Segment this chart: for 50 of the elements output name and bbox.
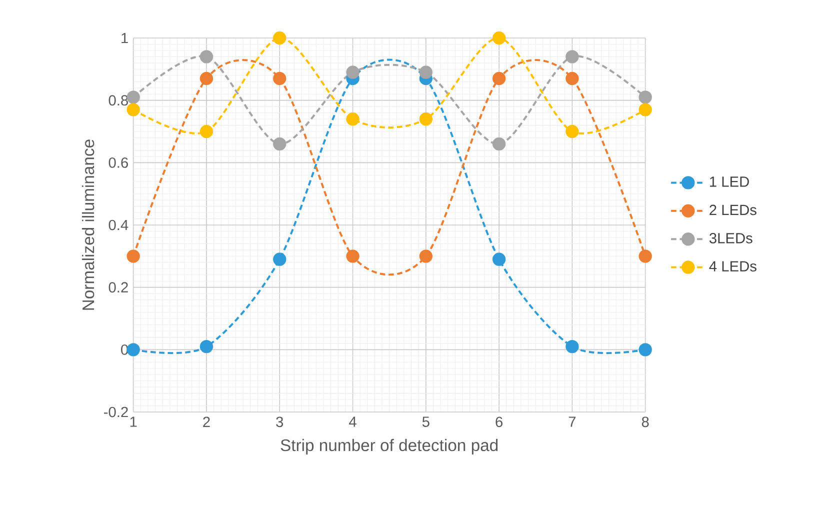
x-axis-title: Strip number of detection pad — [280, 438, 498, 454]
point — [200, 340, 214, 354]
y-tick-label: -0.2 — [104, 406, 128, 418]
y-tick-label: 0.8 — [108, 95, 128, 106]
legend-label: 2 LEDs — [710, 204, 756, 216]
point — [566, 340, 579, 354]
y-tick-label: 1 — [122, 32, 128, 44]
y-tick-label: 0.2 — [108, 282, 128, 293]
point — [638, 90, 652, 104]
point — [273, 31, 286, 45]
point — [346, 66, 360, 79]
x-tick-label: 7 — [568, 416, 576, 427]
point — [273, 252, 286, 266]
point — [492, 72, 506, 86]
point — [638, 103, 652, 116]
x-tick-label: 4 — [349, 416, 356, 427]
point — [492, 252, 506, 266]
point — [200, 50, 214, 64]
point — [200, 124, 214, 138]
point — [126, 103, 140, 116]
point — [346, 112, 360, 126]
x-tick-label: 8 — [642, 416, 649, 428]
legend-label: 3LEDs — [709, 233, 752, 244]
point — [126, 90, 140, 104]
y-tick-label: 0.6 — [108, 157, 128, 168]
y-axis-title: Normalized illuminance — [82, 140, 94, 310]
x-tick-label: 3 — [276, 416, 284, 428]
point — [273, 72, 286, 86]
legend-label: 4 LEDs — [709, 261, 756, 272]
point — [419, 112, 433, 126]
x-tick-label: 5 — [422, 416, 430, 427]
point — [566, 50, 579, 64]
point — [566, 72, 579, 86]
point — [492, 31, 506, 45]
point — [126, 343, 140, 356]
point — [638, 343, 652, 356]
legend-label: 1 LED — [710, 176, 749, 187]
y-tick-label: 0.4 — [108, 220, 128, 230]
point — [492, 137, 506, 151]
point — [419, 66, 433, 79]
point — [126, 250, 140, 263]
x-tick-label: 2 — [203, 416, 210, 427]
point — [638, 250, 652, 263]
point — [273, 137, 286, 151]
point — [346, 250, 360, 263]
point — [566, 124, 579, 138]
x-tick-label: 1 — [130, 416, 137, 427]
point — [200, 72, 214, 86]
point — [419, 250, 433, 263]
x-tick-label: 6 — [496, 416, 502, 428]
